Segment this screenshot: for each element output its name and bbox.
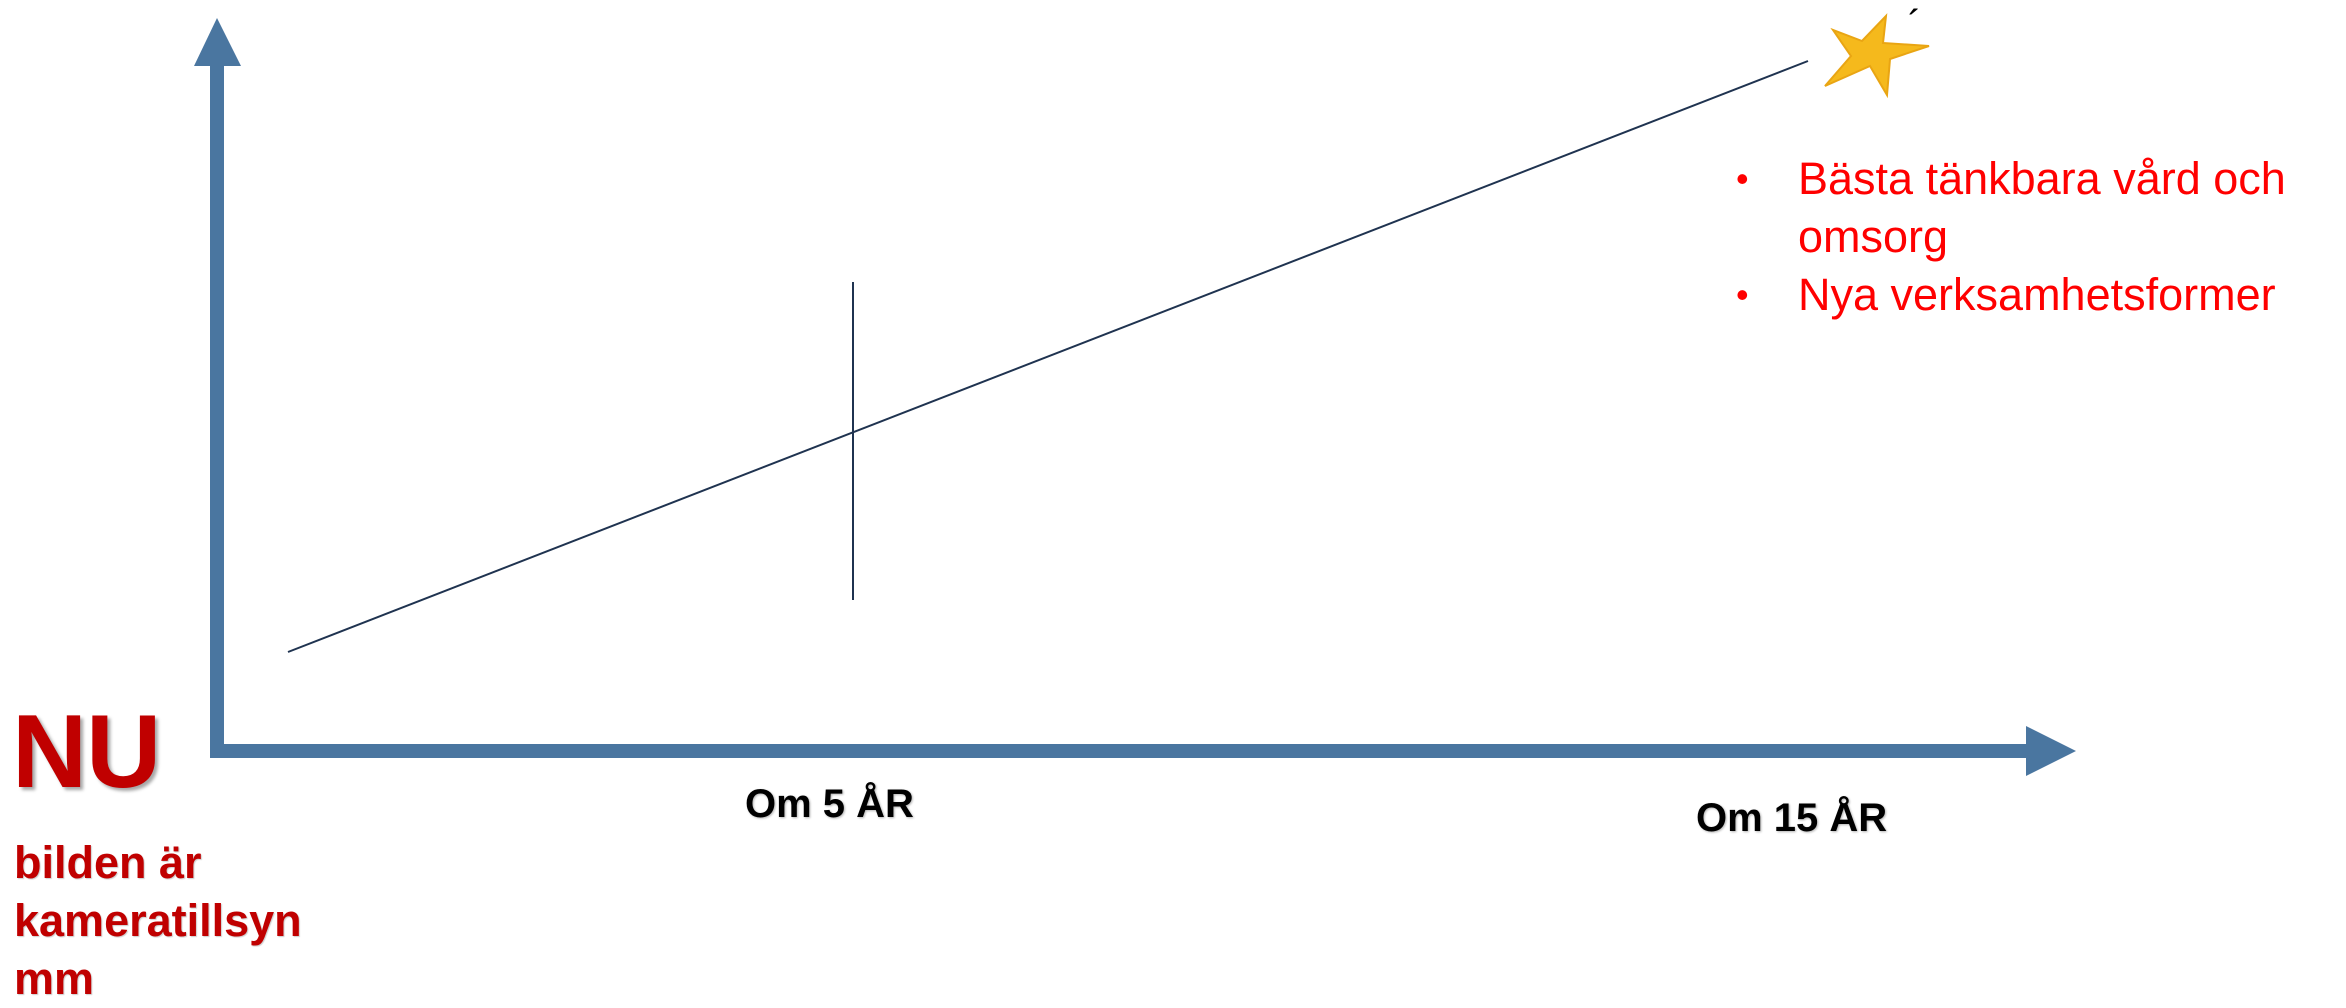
bullet-icon: • [1736, 274, 1749, 315]
trend-line [287, 60, 1809, 653]
vertical-axis-arrowhead [194, 18, 241, 66]
now-title: NU [12, 694, 161, 810]
vertical-axis [210, 62, 224, 758]
horizontal-axis [210, 744, 2030, 758]
bullet-icon: • [1736, 158, 1749, 199]
tick-label-15-years: Om 15 ÅR [1696, 796, 1888, 840]
star-mark: ´ [1908, 3, 1921, 47]
tick-label-5-years: Om 5 ÅR [745, 782, 914, 826]
goal-item: • Nya verksamhetsformer [1730, 266, 2346, 324]
goal-text: Nya verksamhetsformer [1798, 269, 2276, 320]
now-description: bilden är kameratillsyn mm [14, 837, 302, 1004]
goal-text: Bästa tänkbara vård och omsorg [1798, 153, 2286, 262]
horizontal-axis-arrowhead [2026, 726, 2076, 776]
star-icon [1824, 13, 1930, 99]
goal-item: • Bästa tänkbara vård och omsorg [1730, 150, 2346, 266]
goal-list: • Bästa tänkbara vård och omsorg • Nya ver… [1730, 150, 2346, 324]
